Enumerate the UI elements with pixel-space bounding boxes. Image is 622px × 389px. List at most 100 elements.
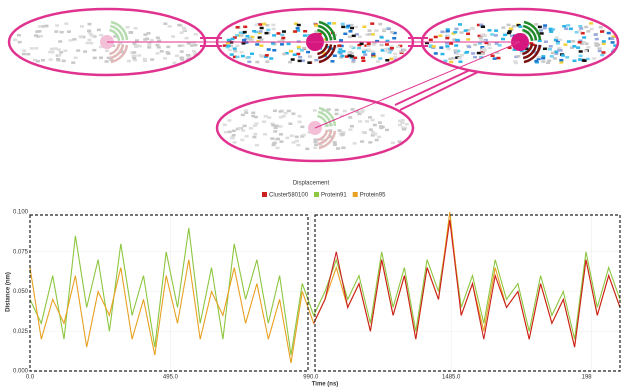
heat-cell bbox=[579, 55, 583, 58]
legend-label: Protein91 bbox=[321, 193, 347, 199]
heat-cell bbox=[598, 50, 602, 53]
heat-cell bbox=[272, 142, 276, 145]
heat-cell bbox=[362, 131, 366, 134]
heat-cell bbox=[582, 59, 586, 62]
heat-cell bbox=[255, 144, 259, 147]
heat-cell bbox=[252, 136, 256, 139]
heat-cell bbox=[227, 119, 231, 122]
heat-cell bbox=[180, 31, 184, 34]
heat-cell bbox=[455, 39, 459, 42]
heat-cell bbox=[327, 22, 331, 25]
heat-cell bbox=[599, 26, 603, 29]
heat-cell bbox=[429, 39, 433, 42]
heat-cell bbox=[166, 52, 170, 55]
heat-cell bbox=[298, 60, 302, 63]
heat-cell bbox=[372, 44, 376, 47]
heat-cell bbox=[534, 60, 538, 63]
heat-cell bbox=[503, 34, 507, 37]
heat-cell bbox=[365, 120, 369, 123]
heat-cell bbox=[192, 50, 196, 53]
heat-cell bbox=[460, 31, 464, 34]
heat-cell bbox=[180, 50, 184, 53]
heat-cell bbox=[243, 26, 247, 29]
heat-cell bbox=[361, 109, 365, 112]
heat-cell bbox=[360, 43, 364, 46]
heat-cell bbox=[389, 58, 393, 61]
heat-cell bbox=[337, 44, 341, 47]
heat-cell bbox=[594, 33, 598, 36]
x-tick-label: 0.0 bbox=[26, 375, 35, 381]
heat-cell bbox=[332, 22, 336, 25]
heat-cell bbox=[559, 59, 563, 62]
heat-cell bbox=[313, 141, 317, 144]
heat-cell bbox=[178, 45, 182, 48]
heat-cell bbox=[473, 44, 477, 47]
heat-cell bbox=[434, 52, 438, 55]
heat-cell bbox=[376, 60, 380, 63]
heat-cell bbox=[343, 110, 347, 113]
heat-cell bbox=[231, 38, 235, 41]
heat-cell bbox=[549, 28, 553, 31]
heat-cell bbox=[298, 115, 302, 118]
heat-cell bbox=[507, 24, 511, 27]
heat-cell bbox=[247, 56, 251, 59]
heat-cell bbox=[276, 138, 280, 141]
heat-cell bbox=[291, 112, 295, 115]
heat-cell bbox=[18, 41, 22, 44]
heat-cell bbox=[571, 40, 575, 43]
heat-cell bbox=[367, 33, 371, 36]
heat-cell bbox=[449, 61, 453, 64]
heat-cell bbox=[248, 38, 252, 41]
heat-cell bbox=[279, 140, 283, 143]
heat-cell bbox=[314, 59, 318, 62]
heat-cell bbox=[346, 25, 350, 28]
heat-cell bbox=[157, 46, 161, 49]
heat-cell bbox=[358, 120, 362, 123]
y-tick-label: 0.100 bbox=[13, 210, 29, 216]
heat-cell bbox=[244, 109, 248, 112]
heat-cell bbox=[390, 31, 394, 34]
heat-cell bbox=[303, 30, 307, 33]
heat-cell bbox=[337, 51, 341, 54]
heat-cell bbox=[232, 134, 236, 137]
legend-swatch bbox=[314, 192, 319, 197]
y-tick-label: 0.050 bbox=[13, 289, 29, 295]
heat-cell bbox=[281, 37, 285, 40]
heat-cell bbox=[610, 37, 614, 40]
heat-cell bbox=[402, 128, 406, 131]
heat-cell bbox=[288, 61, 292, 64]
heat-cell bbox=[259, 54, 263, 57]
heat-cell bbox=[253, 133, 257, 136]
heat-cell bbox=[279, 133, 283, 136]
heat-cell bbox=[471, 52, 475, 55]
heat-cell bbox=[86, 42, 90, 45]
heat-cell bbox=[578, 25, 582, 28]
heat-cell bbox=[262, 120, 266, 123]
heat-cell bbox=[249, 127, 253, 130]
heat-cell bbox=[91, 35, 95, 38]
heat-cell bbox=[383, 28, 387, 31]
heat-cell bbox=[392, 37, 396, 40]
heat-cell bbox=[305, 148, 309, 151]
heat-cell bbox=[351, 108, 355, 111]
heat-cell bbox=[516, 55, 520, 58]
heat-cell bbox=[541, 57, 545, 60]
heat-cell bbox=[348, 36, 352, 39]
heat-cell bbox=[132, 51, 136, 54]
heat-cell bbox=[584, 50, 588, 53]
heat-cell bbox=[296, 53, 300, 56]
heat-cell bbox=[333, 144, 337, 147]
heat-cell bbox=[160, 50, 164, 53]
heat-cell bbox=[243, 125, 247, 128]
heat-cell bbox=[539, 29, 543, 32]
heat-cell bbox=[228, 131, 232, 134]
heat-cell bbox=[287, 43, 291, 46]
heat-cell bbox=[92, 49, 96, 52]
heat-cell bbox=[602, 51, 606, 54]
heat-cell bbox=[105, 60, 109, 63]
heat-cell bbox=[494, 29, 498, 32]
heat-cell bbox=[262, 23, 266, 26]
x-tick-label: 1485.0 bbox=[442, 375, 461, 381]
legend-label: Protein95 bbox=[360, 193, 386, 199]
heat-cell bbox=[566, 24, 570, 27]
